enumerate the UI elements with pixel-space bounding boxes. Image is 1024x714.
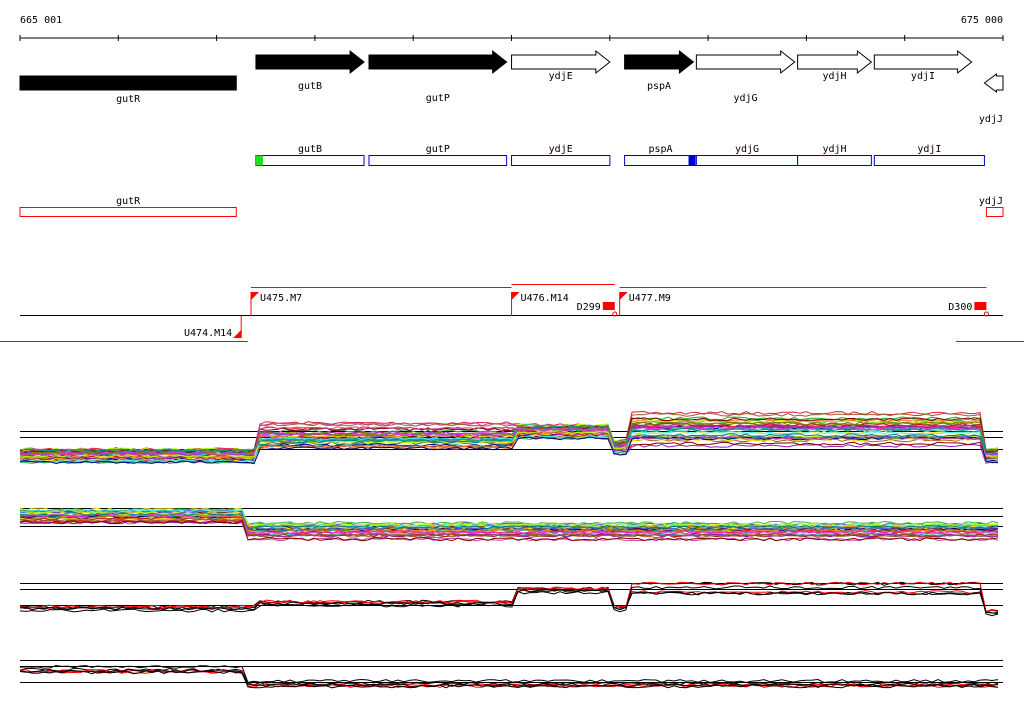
expression-trace [19, 508, 998, 528]
ruler-start-label: 665 001 [20, 15, 62, 26]
plus-box-gutP [368, 155, 508, 166]
expression-trace [19, 588, 999, 614]
plus-box-label-pspA: pspA [648, 144, 672, 155]
plus-mark [688, 155, 696, 166]
gene-arrow-gutP [368, 49, 508, 75]
terminator-mark-D300 [974, 302, 987, 310]
ruler-ticks [19, 35, 1004, 41]
expression-trace [19, 518, 999, 538]
minus-box-label-gutR: gutR [116, 196, 141, 207]
terminator-dot [983, 311, 989, 317]
coordinate-ruler: 665 001 675 000 [19, 15, 1004, 41]
gene-label-ydjI: ydjI [911, 71, 935, 82]
expression-trace [19, 508, 999, 525]
gene-arrow-gutB [255, 49, 365, 75]
gene-arrow-ydjJ [983, 73, 1004, 93]
plus-box-gutB [255, 155, 365, 166]
promoter-flag [511, 292, 520, 300]
expression-trace [19, 585, 999, 617]
minus-box-label-ydjJ: ydjJ [979, 196, 1003, 207]
gene-label-gutB: gutB [298, 81, 322, 92]
expression-trace [19, 421, 999, 454]
expression-trace [19, 517, 999, 533]
plus-box-ydjE [511, 155, 611, 166]
plus-box-label-ydjH: ydjH [822, 144, 846, 155]
gene-label-gutR: gutR [116, 94, 141, 105]
expression-trace [19, 587, 999, 613]
expression-panel-1 [19, 410, 1003, 465]
expression-trace [19, 426, 999, 456]
gene-arrow-gutR [19, 75, 237, 91]
plus-box-ydjI [873, 155, 985, 166]
gene-arrow-ydjH [797, 49, 873, 75]
plus-box-ydjG [695, 155, 799, 166]
gene-arrow-ydjI [873, 49, 973, 75]
terminator-label-D300: D300 [948, 302, 972, 313]
transcript-label-U477.M9: U477.M9 [629, 293, 671, 304]
expression-trace [19, 516, 999, 538]
expression-panel-3 [19, 581, 1003, 617]
plus-mark [255, 155, 263, 166]
gene-arrow-ydjE [511, 49, 611, 75]
plus-box-pspA [624, 155, 697, 166]
promoter-flag-minus [233, 330, 242, 338]
gene-label-gutP: gutP [426, 93, 450, 104]
terminator-mark-D299 [602, 302, 615, 310]
gene-arrows-track: gutR gutB gutP ydjE pspA ydjG ydjH ydjI ydjJ [19, 49, 1004, 125]
expression-trace [19, 664, 999, 684]
gene-label-ydjJ: ydjJ [979, 114, 1003, 125]
expression-trace [19, 424, 999, 453]
gene-label-ydjE: ydjE [549, 71, 573, 82]
plus-box-label-ydjI: ydjI [917, 144, 941, 155]
promoter-flag [251, 292, 260, 300]
minus-box-gutR [19, 207, 237, 217]
plus-box-label-gutB: gutB [298, 144, 322, 155]
plus-box-label-gutP: gutP [426, 144, 450, 155]
minus-box-ydjJ [985, 207, 1004, 217]
terminator-label-D299: D299 [577, 302, 601, 313]
gene-arrow-pspA [624, 49, 695, 75]
expression-trace [19, 513, 999, 535]
expression-panel-4 [19, 660, 1003, 689]
plus-box-label-ydjG: ydjG [735, 144, 759, 155]
expression-trace [19, 422, 999, 459]
transcript-label-U475.M7: U475.M7 [260, 293, 302, 304]
plus-strand-track: gutB gutP ydjE pspA ydjG ydjH ydjI [255, 144, 985, 166]
expression-trace [19, 520, 999, 542]
expression-panel-2 [19, 507, 1003, 542]
gene-label-ydjH: ydjH [822, 71, 846, 82]
expression-trace [19, 670, 999, 689]
terminator-dot [612, 311, 618, 317]
gene-label-pspA: pspA [647, 81, 671, 92]
expression-trace [19, 436, 999, 465]
plus-box-label-ydjE: ydjE [549, 144, 573, 155]
expression-trace [19, 430, 999, 458]
transcription-units-track: U475.M7 U476.M14 D299 U477.M9 D300 U474.M14 [0, 284, 1024, 342]
promoter-flag [619, 292, 628, 300]
expression-trace [19, 668, 999, 687]
expression-trace [19, 513, 999, 529]
transcript-label-U476.M14: U476.M14 [521, 293, 569, 304]
expression-trace [19, 512, 999, 530]
transcript-label-U474.M14: U474.M14 [184, 328, 232, 339]
gene-arrow-ydjG [695, 49, 796, 75]
plus-box-ydjH [797, 155, 872, 166]
ruler-end-label: 675 000 [961, 15, 1003, 26]
gene-label-ydjG: ydjG [733, 93, 757, 104]
minus-strand-track: gutR ydjJ [19, 196, 1004, 217]
